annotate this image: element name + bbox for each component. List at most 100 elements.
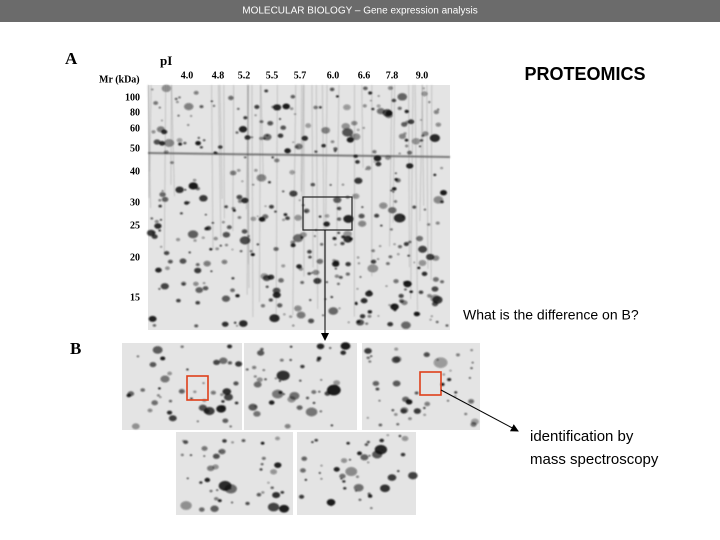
- gel-spot: [160, 375, 170, 383]
- gel-spot: [380, 224, 383, 227]
- gel-spot: [260, 441, 265, 445]
- gel-streak: [232, 84, 234, 232]
- gel-spot: [155, 267, 162, 273]
- gel-spot: [332, 236, 337, 241]
- gel-spot: [149, 362, 157, 368]
- gel-spot: [259, 120, 264, 124]
- gel-streak: [170, 84, 172, 185]
- gel-spot: [340, 458, 348, 463]
- gel-spot: [300, 364, 305, 369]
- gel-spot: [329, 347, 332, 349]
- gel-spot: [367, 494, 373, 498]
- gel-spot: [370, 507, 373, 510]
- gel-spot: [179, 212, 183, 215]
- gel-spot: [360, 298, 368, 304]
- gel-spot: [423, 413, 427, 416]
- gel-spot: [310, 272, 314, 274]
- gel-spot: [197, 136, 201, 139]
- gel-spot: [333, 196, 342, 203]
- gel-spot: [320, 243, 324, 246]
- gel-spot: [174, 97, 178, 101]
- gel-spot: [158, 387, 161, 390]
- gel-streak: [311, 84, 314, 268]
- gel-spot: [262, 369, 266, 372]
- gel-spot: [186, 368, 189, 371]
- gel-spot: [337, 231, 341, 234]
- gel-spot: [151, 234, 158, 239]
- gel-spot: [370, 355, 373, 358]
- gel-spot: [364, 443, 369, 446]
- gel-spot: [282, 190, 285, 193]
- gel-spot: [212, 453, 220, 459]
- gel-spot: [430, 294, 440, 303]
- gel-spot: [362, 126, 365, 129]
- gel-streak: [301, 84, 304, 229]
- gel-spot: [189, 115, 193, 117]
- gel-spot: [289, 107, 294, 111]
- gel-spot: [420, 119, 423, 121]
- gel-spot: [274, 462, 282, 468]
- gel-spot: [314, 438, 319, 442]
- gel-spot: [160, 283, 169, 290]
- gel-spot: [389, 228, 393, 231]
- gel-spot: [235, 294, 240, 298]
- gel-spot: [408, 471, 418, 480]
- gel-spot: [313, 235, 317, 238]
- gel-spot: [387, 321, 394, 327]
- gel-spot: [136, 355, 140, 358]
- gel: [244, 342, 357, 430]
- gel-spot: [192, 178, 197, 182]
- gel-spot: [468, 399, 475, 404]
- gel-background: [362, 343, 480, 430]
- question: What is the difference on B?: [463, 307, 639, 323]
- gel-streak: [149, 84, 152, 172]
- gel-spot: [152, 324, 157, 327]
- pi-tick: 4.0: [181, 70, 194, 81]
- gel-spot: [292, 141, 295, 144]
- gel-spot: [376, 104, 381, 108]
- gel-spot: [364, 348, 372, 354]
- gel-spot: [221, 220, 225, 224]
- gel-spot: [209, 489, 213, 493]
- gel-spot: [272, 287, 281, 294]
- gel-spot: [431, 286, 439, 292]
- mr-tick: 40: [130, 166, 140, 177]
- gel-spot: [289, 190, 298, 197]
- arrow: [440, 389, 519, 432]
- pi-tick: 5.7: [294, 70, 307, 81]
- gel-spot: [326, 384, 341, 396]
- gel-spot: [259, 136, 264, 141]
- gel-spot: [209, 248, 213, 251]
- gel-spot: [254, 169, 258, 172]
- gel-streak: [164, 84, 167, 255]
- gel-spot: [326, 499, 336, 506]
- gel-spot: [445, 324, 449, 327]
- gel-spot: [322, 314, 325, 317]
- gel-spot: [222, 388, 232, 395]
- gel-spot: [407, 150, 413, 155]
- gel-spot: [425, 253, 435, 261]
- gel-spot: [184, 201, 190, 205]
- gel-spot: [233, 321, 237, 324]
- gel-spot: [278, 278, 284, 283]
- gel-spots: [180, 436, 290, 513]
- gel-spot: [334, 267, 337, 270]
- pi-tick: 9.0: [416, 70, 429, 81]
- gel-spot: [261, 456, 266, 460]
- gel-spot: [290, 94, 296, 99]
- gel-spot: [371, 249, 375, 253]
- gel-spot: [433, 357, 448, 368]
- gel-spot: [158, 199, 162, 202]
- gel-spot: [418, 259, 427, 266]
- gel-spot: [414, 391, 419, 395]
- gel-spot: [232, 209, 236, 212]
- gel-spot: [280, 125, 287, 130]
- gel-spot: [318, 472, 321, 474]
- gel-spot: [217, 499, 222, 503]
- gel-spot: [204, 213, 207, 216]
- gel-spot: [415, 312, 421, 316]
- gel-spot: [210, 100, 214, 103]
- gel-spot: [341, 183, 345, 186]
- gel-spot: [397, 245, 403, 249]
- gel-spot: [231, 277, 235, 280]
